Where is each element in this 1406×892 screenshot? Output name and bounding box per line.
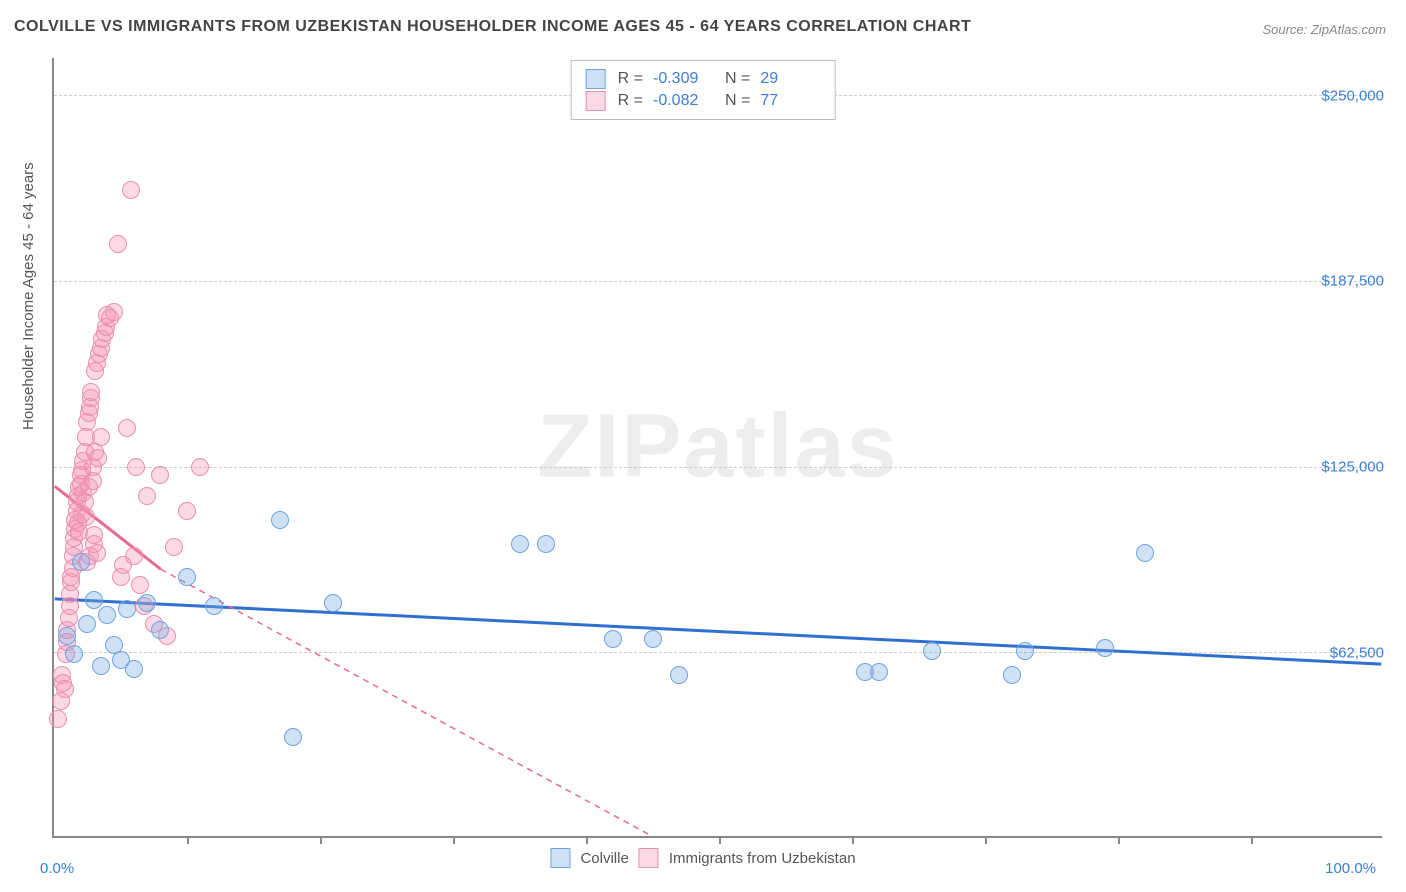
y-tick-label: $125,000 — [1321, 459, 1384, 476]
legend-swatch — [639, 848, 659, 868]
data-point — [77, 508, 95, 526]
y-axis-label: Householder Income Ages 45 - 64 years — [20, 162, 37, 430]
legend-row: R = -0.309 N = 29 — [586, 69, 821, 89]
data-point — [72, 553, 90, 571]
x-tick-mark — [320, 836, 322, 844]
chart-title: COLVILLE VS IMMIGRANTS FROM UZBEKISTAN H… — [14, 18, 971, 36]
trend-lines — [54, 58, 1382, 836]
correlation-legend: R = -0.309 N = 29 R = -0.082 N = 77 — [571, 60, 836, 120]
legend-n-label: N = — [725, 70, 750, 88]
legend-r-value: -0.309 — [653, 70, 713, 88]
data-point — [670, 666, 688, 684]
data-point — [85, 526, 103, 544]
legend-n-value: 29 — [760, 70, 820, 88]
gridline — [54, 281, 1382, 282]
data-point — [98, 606, 116, 624]
data-point — [178, 502, 196, 520]
data-point — [85, 591, 103, 609]
legend-swatch — [550, 848, 570, 868]
data-point — [58, 627, 76, 645]
data-point — [271, 511, 289, 529]
data-point — [125, 547, 143, 565]
data-point — [165, 538, 183, 556]
data-point — [151, 621, 169, 639]
x-tick-mark — [453, 836, 455, 844]
source-attribution: Source: ZipAtlas.com — [1262, 22, 1386, 37]
data-point — [125, 660, 143, 678]
x-tick-mark — [586, 836, 588, 844]
x-tick-mark — [1118, 836, 1120, 844]
data-point — [138, 487, 156, 505]
data-point — [138, 594, 156, 612]
data-point — [122, 181, 140, 199]
legend-series-label: Colville — [580, 850, 628, 867]
x-tick-mark — [852, 836, 854, 844]
x-tick-label-min: 0.0% — [40, 860, 74, 877]
x-tick-mark — [1251, 836, 1253, 844]
data-point — [151, 466, 169, 484]
data-point — [49, 710, 67, 728]
data-point — [205, 597, 223, 615]
legend-swatch — [586, 91, 606, 111]
data-point — [127, 458, 145, 476]
gridline — [54, 652, 1382, 653]
data-point — [118, 600, 136, 618]
y-tick-label: $250,000 — [1321, 88, 1384, 105]
plot-area: ZIPatlas — [52, 58, 1382, 838]
data-point — [92, 657, 110, 675]
data-point — [191, 458, 209, 476]
legend-r-label: R = — [618, 92, 643, 110]
data-point — [644, 630, 662, 648]
data-point — [870, 663, 888, 681]
watermark-text: ZIPatlas — [537, 396, 898, 499]
data-point — [284, 728, 302, 746]
legend-n-label: N = — [725, 92, 750, 110]
data-point — [131, 576, 149, 594]
data-point — [1136, 544, 1154, 562]
y-tick-label: $62,500 — [1330, 645, 1384, 662]
data-point — [923, 642, 941, 660]
legend-r-value: -0.082 — [653, 92, 713, 110]
legend-r-label: R = — [618, 70, 643, 88]
data-point — [324, 594, 342, 612]
legend-row: R = -0.082 N = 77 — [586, 91, 821, 111]
x-tick-mark — [187, 836, 189, 844]
data-point — [89, 449, 107, 467]
data-point — [88, 544, 106, 562]
data-point — [78, 615, 96, 633]
data-point — [118, 419, 136, 437]
data-point — [109, 235, 127, 253]
data-point — [511, 535, 529, 553]
data-point — [56, 680, 74, 698]
x-tick-mark — [719, 836, 721, 844]
x-tick-label-max: 100.0% — [1325, 860, 1376, 877]
data-point — [65, 645, 83, 663]
data-point — [604, 630, 622, 648]
legend-n-value: 77 — [760, 92, 820, 110]
x-tick-mark — [985, 836, 987, 844]
data-point — [105, 303, 123, 321]
y-tick-label: $187,500 — [1321, 273, 1384, 290]
series-legend: Colville Immigrants from Uzbekistan — [550, 848, 855, 868]
legend-swatch — [586, 69, 606, 89]
data-point — [92, 428, 110, 446]
data-point — [178, 568, 196, 586]
data-point — [1003, 666, 1021, 684]
legend-series-label: Immigrants from Uzbekistan — [669, 850, 856, 867]
gridline — [54, 467, 1382, 468]
data-point — [82, 383, 100, 401]
data-point — [537, 535, 555, 553]
chart-container: COLVILLE VS IMMIGRANTS FROM UZBEKISTAN H… — [0, 0, 1406, 892]
data-point — [1096, 639, 1114, 657]
data-point — [1016, 642, 1034, 660]
